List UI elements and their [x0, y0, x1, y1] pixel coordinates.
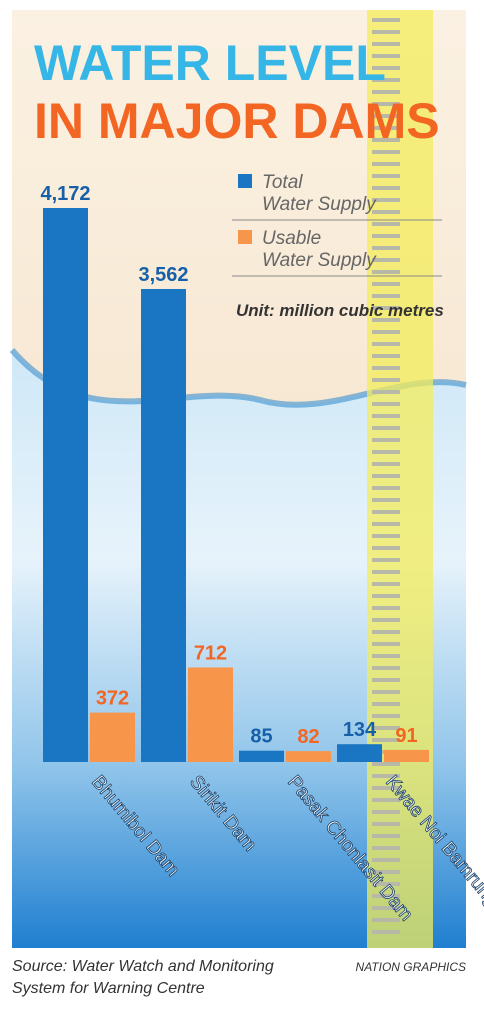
chart-title: WATER LEVEL — [34, 35, 386, 91]
unit-label: Unit: million cubic metres — [236, 301, 444, 320]
legend-line: Total — [262, 172, 303, 193]
legend-label: Total Water Supply — [262, 172, 377, 215]
legend-swatch — [238, 230, 252, 244]
value-label: 4,172 — [40, 183, 90, 205]
value-label: 372 — [96, 688, 129, 710]
value-label: 134 — [343, 719, 377, 741]
credit: NATION GRAPHICS — [355, 960, 466, 974]
value-label: 3,562 — [138, 264, 188, 286]
legend-label: Usable Water Supply — [262, 228, 377, 271]
value-label: 85 — [250, 726, 272, 748]
legend-line: Water Supply — [262, 250, 377, 271]
bar — [188, 667, 233, 762]
bar — [384, 749, 429, 762]
bar — [90, 712, 135, 762]
value-label: 82 — [297, 726, 319, 748]
value-label: 91 — [395, 725, 417, 747]
legend-swatch — [238, 174, 252, 188]
water — [12, 350, 466, 948]
legend-line: Usable — [262, 228, 321, 249]
bar — [337, 744, 382, 762]
chart-subtitle: IN MAJOR DAMS — [34, 93, 440, 149]
bar — [239, 750, 284, 762]
bar — [43, 208, 88, 762]
source: Source: Water Watch and Monitoring Syste… — [12, 958, 274, 997]
chart: WATER LEVEL IN MAJOR DAMS Unit: million … — [9, 10, 484, 977]
bar — [286, 751, 331, 762]
ruler — [367, 10, 433, 948]
legend-line: Water Supply — [262, 194, 377, 215]
value-label: 712 — [194, 642, 227, 664]
bar — [141, 289, 186, 762]
